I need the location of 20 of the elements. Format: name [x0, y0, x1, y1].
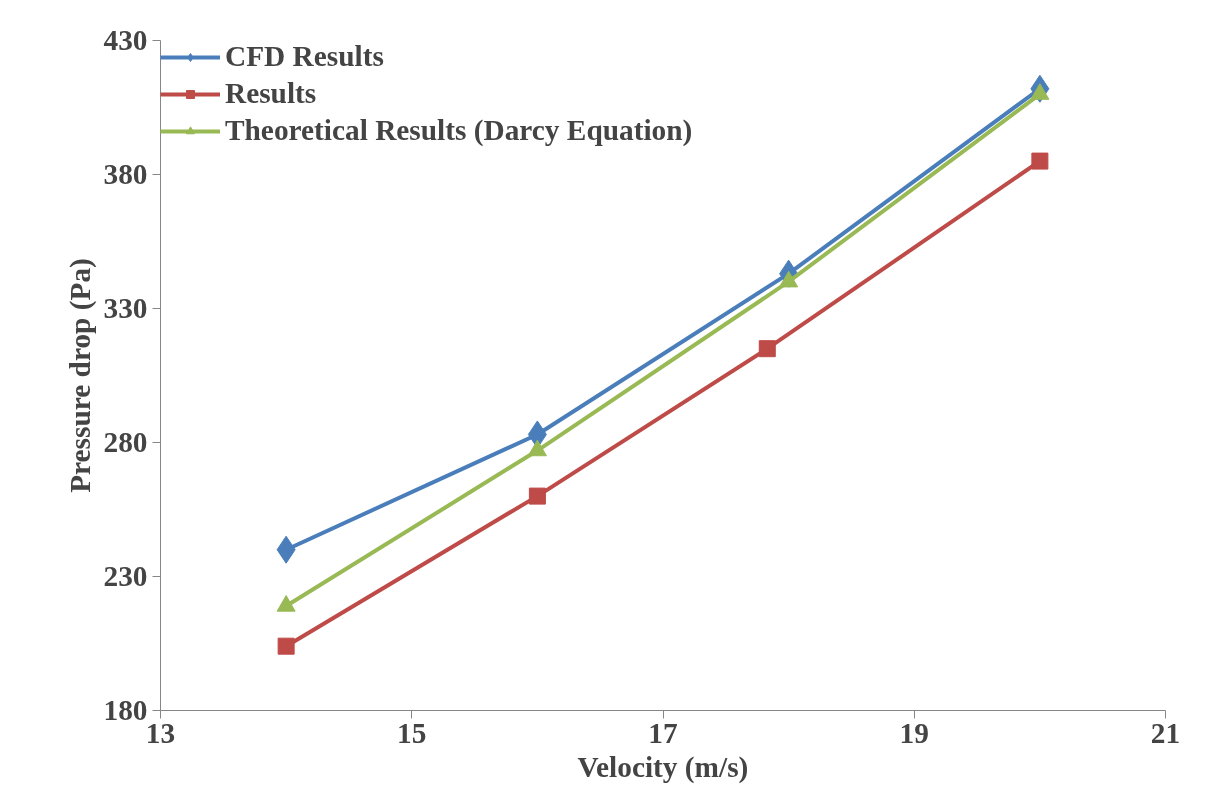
x-tick-label: 21 — [1150, 716, 1181, 749]
x-axis-title: Velocity (m/s) — [577, 750, 749, 784]
y-tick-label: 230 — [103, 560, 148, 592]
x-tick-label: 13 — [145, 716, 176, 749]
x-tick-label: 15 — [397, 716, 427, 749]
y-tick-label: 180 — [103, 694, 148, 726]
x-tick-label: 19 — [899, 716, 929, 749]
legend-label: CFD Results — [225, 40, 384, 73]
y-tick-label: 430 — [103, 24, 148, 56]
legend-label: Theoretical Results (Darcy Equation) — [225, 114, 693, 147]
point — [277, 637, 295, 655]
y-axis-title: Pressure drop (Pa) — [63, 258, 97, 493]
legend-label: Results — [225, 77, 317, 110]
point — [528, 487, 546, 505]
x-tick-label: 17 — [648, 716, 678, 749]
y-tick-label: 280 — [103, 426, 148, 458]
point — [1031, 152, 1049, 170]
y-tick-label: 380 — [103, 158, 148, 190]
y-tick-label: 330 — [103, 292, 148, 324]
point — [758, 340, 776, 358]
